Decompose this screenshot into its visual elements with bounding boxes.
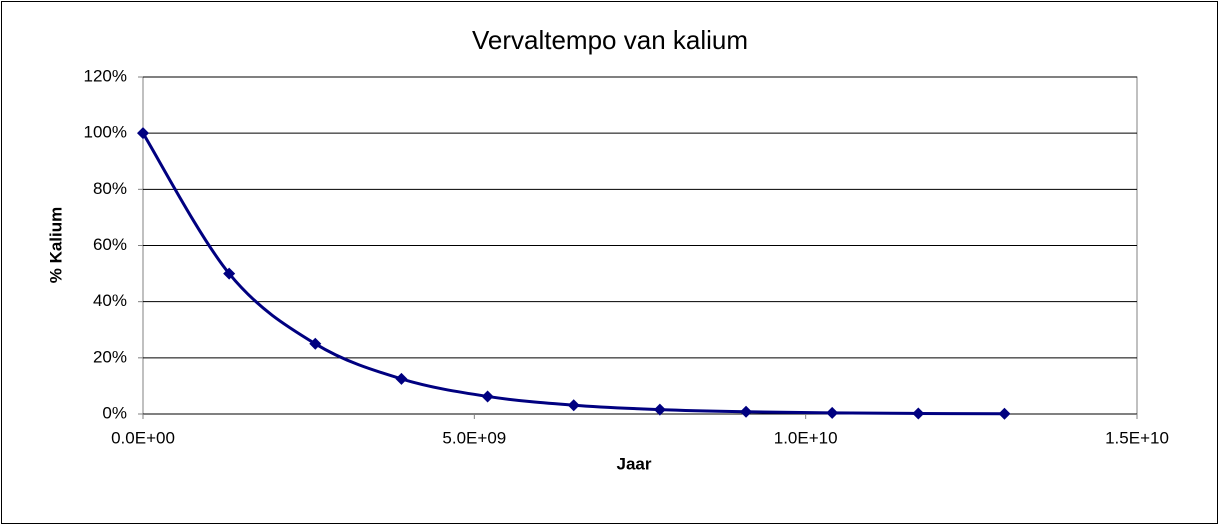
chart-title: Vervaltempo van kalium [472,25,748,55]
data-point [223,267,236,280]
data-point [309,337,322,350]
y-axis-label: % Kalium [46,207,65,284]
series-line [141,132,1005,416]
x-tick-label: 1.0E+10 [774,428,838,447]
y-tick-label: 60% [93,235,127,254]
data-point [653,403,666,416]
x-tick-label: 5.0E+09 [442,428,506,447]
x-tick-label: 1.5E+10 [1105,428,1169,447]
y-tick-label: 120% [84,66,127,85]
data-point [826,406,839,419]
data-point [998,407,1011,420]
y-tick-label: 0% [102,403,127,422]
x-tick-label: 0.0E+00 [111,428,175,447]
y-tick-label: 80% [93,179,127,198]
data-point [912,407,925,420]
data-point [567,399,580,412]
y-tick-label: 20% [93,347,127,366]
x-axis-label: Jaar [617,454,652,473]
data-point [395,372,408,385]
y-tick-label: 40% [93,291,127,310]
data-point [137,127,149,140]
data-point [481,390,494,403]
y-tick-label: 100% [84,123,127,142]
data-point [740,405,753,418]
